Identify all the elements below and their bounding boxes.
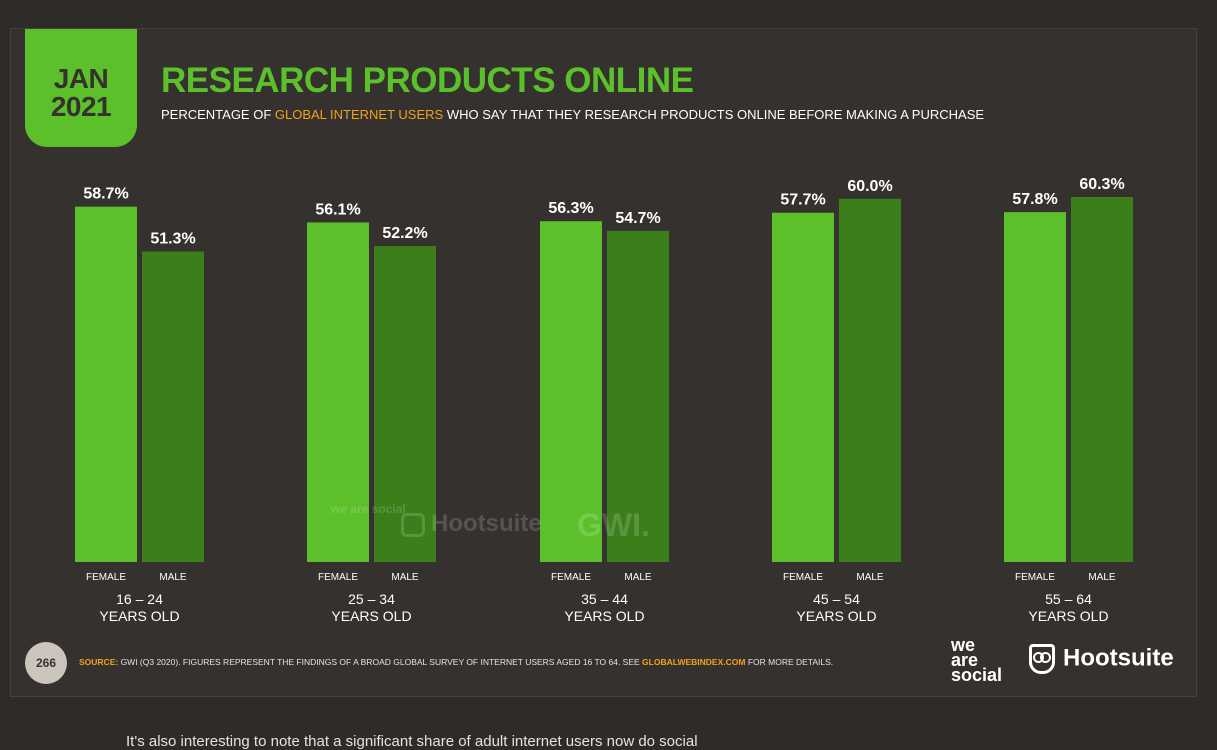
bar-male-1 — [142, 251, 204, 563]
data-label-male-3: 54.7% — [615, 210, 660, 227]
slide: JAN 2021 RESEARCH PRODUCTS ONLINE PERCEN… — [10, 28, 1197, 697]
series-label-male-4: MALE — [856, 572, 884, 583]
category-suffix-5: YEARS OLD — [1028, 608, 1108, 624]
subtitle-pre: PERCENTAGE OF — [161, 107, 275, 122]
logo-was-line2: are — [951, 650, 979, 670]
category-label-3: 35 – 44 — [581, 591, 628, 607]
series-label-female-4: FEMALE — [783, 572, 823, 583]
series-label-female-2: FEMALE — [318, 572, 358, 583]
bar-female-4 — [772, 212, 834, 562]
date-month: JAN — [53, 63, 109, 94]
series-label-male-1: MALE — [159, 572, 187, 583]
bar-male-5 — [1071, 197, 1133, 562]
series-label-female-1: FEMALE — [86, 572, 126, 583]
logo-was-line3: social — [951, 665, 1003, 685]
data-label-male-5: 60.3% — [1079, 176, 1124, 193]
series-label-female-3: FEMALE — [551, 572, 591, 583]
hootsuite-owl-icon — [1029, 644, 1055, 674]
date-year: 2021 — [50, 91, 112, 122]
data-label-female-4: 57.7% — [780, 192, 825, 209]
data-label-male-2: 52.2% — [382, 225, 427, 242]
source-text: GWI (Q3 2020). FIGURES REPRESENT THE FIN… — [118, 657, 643, 667]
series-label-male-5: MALE — [1088, 572, 1116, 583]
chart-title: RESEARCH PRODUCTS ONLINE — [161, 61, 694, 100]
category-label-2: 25 – 34 — [348, 591, 395, 607]
source-note: SOURCE: GWI (Q3 2020). FIGURES REPRESENT… — [79, 657, 833, 667]
hootsuite-logo-text: Hootsuite — [1063, 644, 1174, 672]
watermark-gwi: GWI. — [577, 507, 650, 543]
bar-male-2 — [374, 246, 436, 562]
data-label-female-3: 56.3% — [548, 200, 593, 217]
date-tab: JAN 2021 — [25, 29, 137, 147]
we-are-social-logo: we are social — [951, 635, 1003, 685]
bar-female-2 — [307, 222, 369, 562]
subtitle-highlight: GLOBAL INTERNET USERS — [274, 107, 444, 122]
data-label-male-1: 51.3% — [150, 230, 195, 247]
category-label-4: 45 – 54 — [813, 591, 860, 607]
data-label-female-5: 57.8% — [1012, 191, 1057, 208]
owl-icon — [401, 512, 425, 537]
category-label-1: 16 – 24 — [116, 591, 163, 607]
chart-subtitle: PERCENTAGE OF GLOBAL INTERNET USERS WHO … — [161, 107, 984, 122]
watermark-we-are-social: we are social — [331, 502, 406, 516]
bar-female-5 — [1004, 212, 1066, 562]
category-suffix-4: YEARS OLD — [796, 608, 876, 624]
page-number-badge: 266 — [25, 642, 67, 684]
series-label-male-3: MALE — [624, 572, 652, 583]
source-end: FOR MORE DETAILS. — [745, 657, 834, 667]
watermark-hootsuite: Hootsuite — [401, 510, 542, 538]
source-label: SOURCE: — [79, 657, 119, 667]
page-caption: It's also interesting to note that a sig… — [126, 733, 698, 750]
category-suffix-3: YEARS OLD — [564, 608, 644, 624]
series-label-female-5: FEMALE — [1015, 572, 1055, 583]
category-label-5: 55 – 64 — [1045, 591, 1092, 607]
data-label-female-1: 58.7% — [83, 186, 128, 203]
hootsuite-logo: Hootsuite — [1029, 644, 1174, 674]
watermark-hootsuite-label: Hootsuite — [431, 510, 542, 537]
category-suffix-1: YEARS OLD — [99, 608, 179, 624]
series-label-male-2: MALE — [391, 572, 419, 583]
bar-female-1 — [75, 206, 137, 562]
data-label-female-2: 56.1% — [315, 201, 360, 218]
logo-was-line1: we — [951, 635, 976, 655]
category-suffix-2: YEARS OLD — [331, 608, 411, 624]
bar-male-3 — [607, 230, 669, 562]
bar-female-3 — [540, 221, 602, 562]
subtitle-post: WHO SAY THAT THEY RESEARCH PRODUCTS ONLI… — [443, 107, 985, 122]
data-label-male-4: 60.0% — [847, 178, 892, 195]
source-link[interactable]: GLOBALWEBINDEX.COM — [642, 657, 746, 667]
bar-male-4 — [839, 198, 901, 562]
